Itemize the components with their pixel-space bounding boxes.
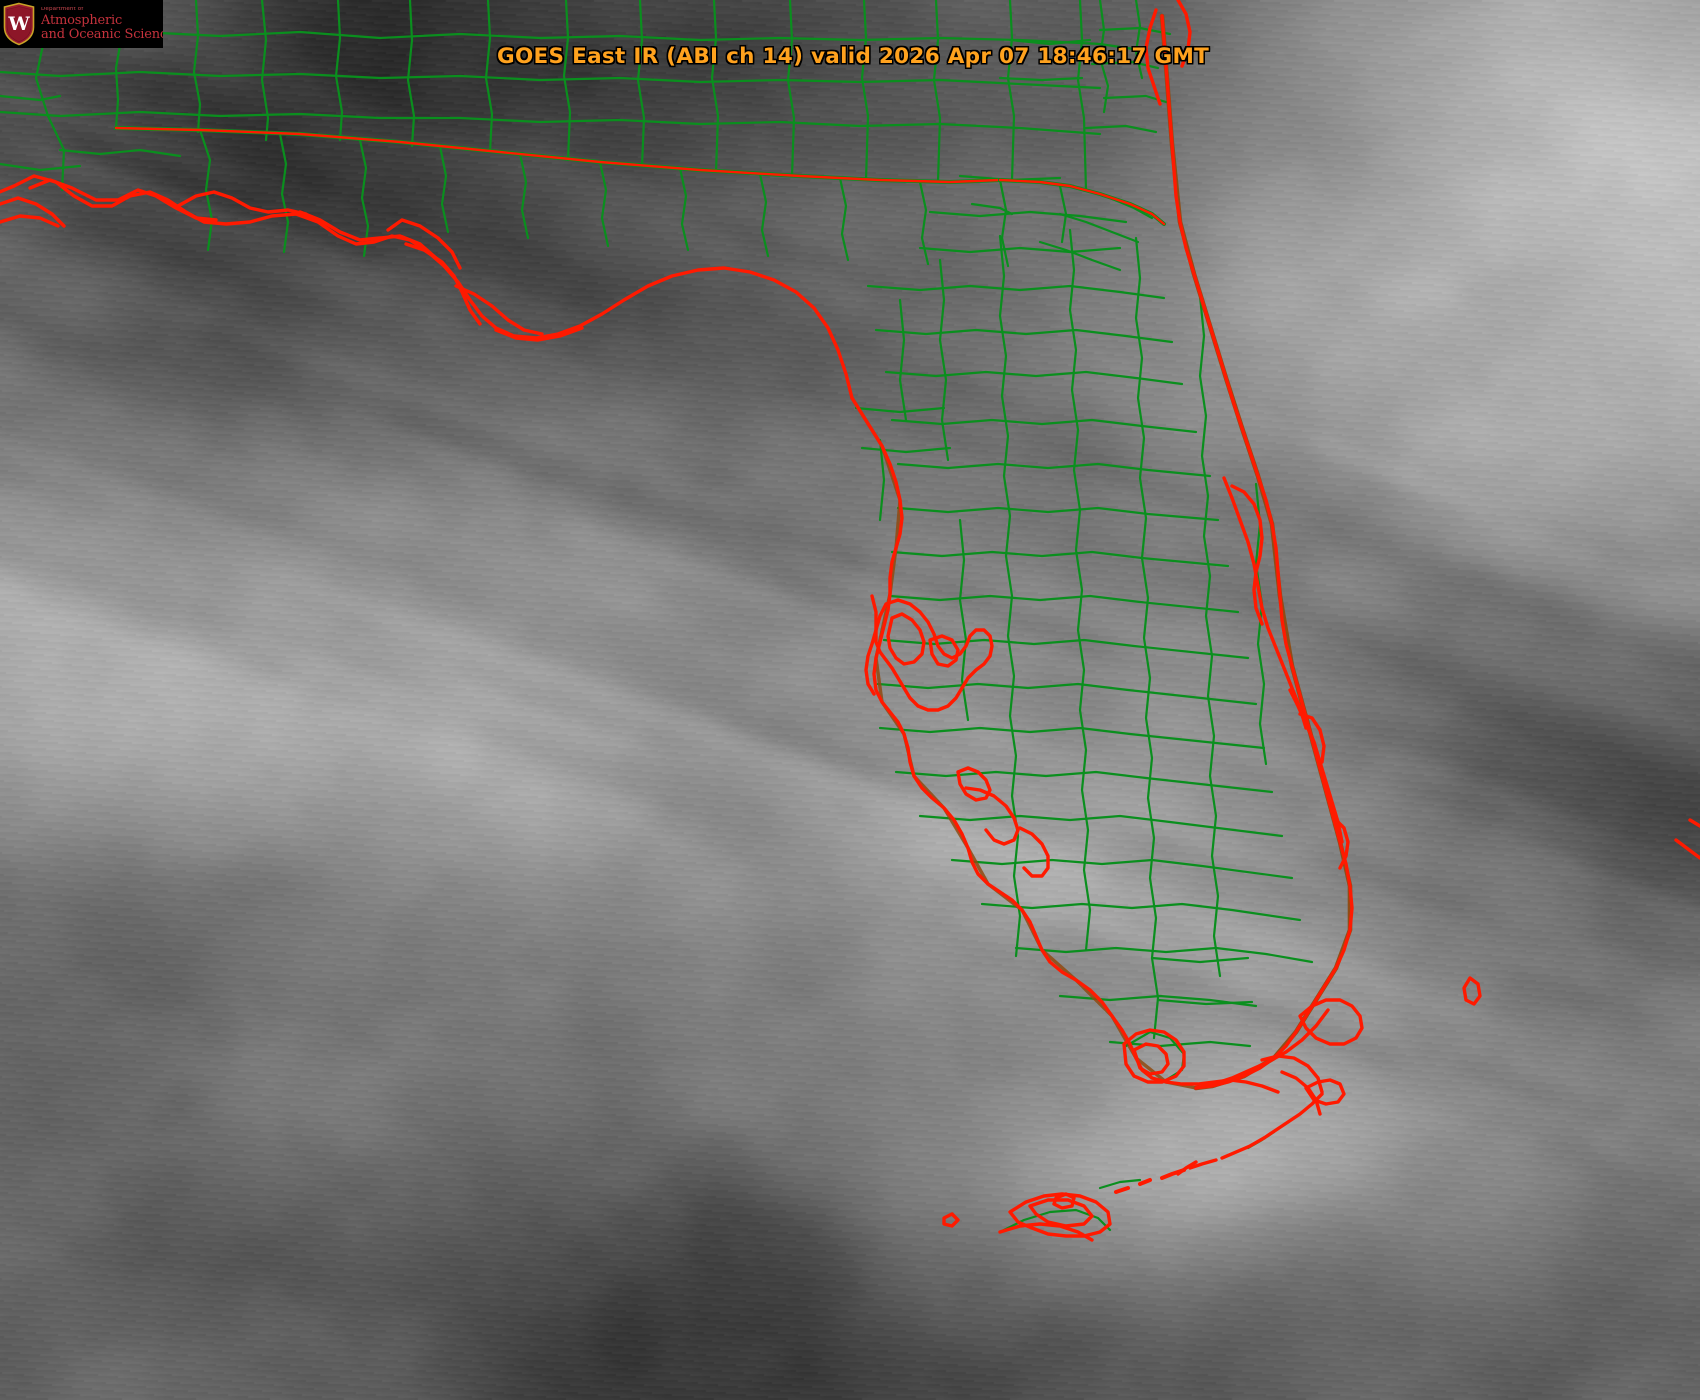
county-border-layer (0, 0, 1314, 1234)
coastline-layer (0, 0, 1700, 1242)
uw-aos-logo-banner: W Department of Atmospheric and Oceanic … (0, 0, 163, 48)
logo-name-line-1: Atmospheric (41, 12, 123, 28)
logo-department-line: Department of (41, 7, 84, 13)
state-border-layer (114, 13, 1353, 1091)
logo-name-line-2: and Oceanic Sciences (41, 26, 163, 41)
svg-text:W: W (7, 13, 30, 35)
logo-text-block: Department of Atmospheric and Oceanic Sc… (41, 7, 163, 41)
uw-madison-crest-icon: W (2, 2, 36, 46)
